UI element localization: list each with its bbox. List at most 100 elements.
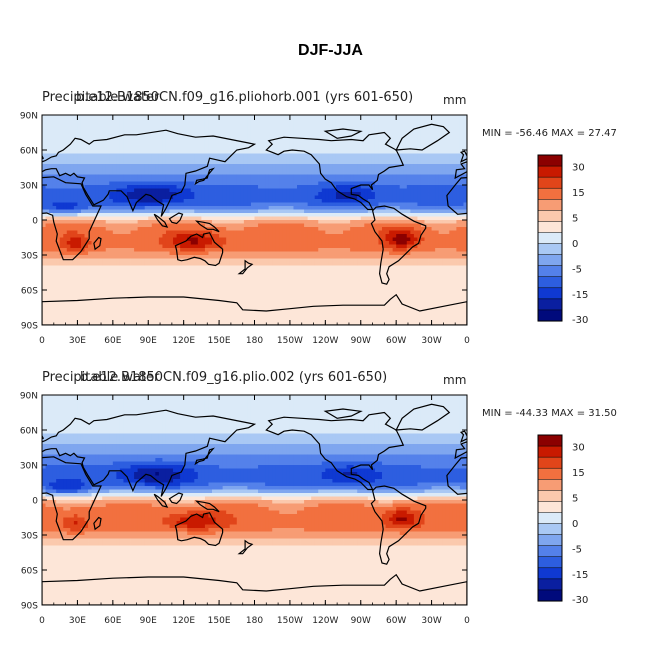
contour-cell — [289, 199, 294, 203]
contour-cell — [268, 132, 273, 137]
contour-cell — [84, 171, 89, 175]
contour-cell — [180, 244, 185, 249]
contour-cell — [403, 206, 408, 210]
contour-cell — [435, 199, 440, 203]
contour-cell — [364, 202, 369, 207]
contour-cell — [176, 237, 181, 242]
contour-cell — [95, 171, 100, 175]
contour-cell — [219, 244, 224, 249]
contour-cell — [222, 241, 227, 245]
contour-cell — [70, 209, 75, 214]
contour-cell — [137, 188, 142, 193]
contour-cell — [413, 192, 418, 196]
contour-cell — [119, 188, 124, 193]
contour-cell — [194, 167, 199, 172]
contour-cell — [77, 202, 82, 207]
contour-cell — [243, 202, 248, 207]
contour-cell — [399, 118, 404, 123]
contour-cell — [417, 244, 422, 249]
contour-cell — [371, 248, 376, 252]
contour-cell — [399, 244, 404, 249]
contour-cell — [148, 234, 153, 238]
contour-cell — [105, 118, 110, 123]
contour-cell — [371, 216, 376, 221]
contour-cell — [343, 150, 347, 154]
contour-cell — [293, 171, 298, 175]
contour-cell — [463, 227, 467, 231]
contour-cell — [406, 153, 411, 158]
contour-cell — [212, 206, 216, 210]
contour-cell — [63, 139, 68, 144]
contour-cell — [378, 136, 383, 140]
contour-cell — [343, 143, 347, 147]
contour-cell — [98, 174, 103, 179]
contour-cell — [212, 167, 216, 172]
contour-cell — [173, 118, 177, 123]
contour-cell — [236, 234, 241, 238]
contour-cell — [371, 255, 376, 259]
contour-cell — [265, 174, 270, 179]
contour-cell — [332, 195, 337, 200]
contour-cell — [63, 115, 68, 119]
contour-cell — [293, 185, 298, 189]
contour-cell — [141, 164, 146, 168]
contour-cell — [339, 195, 344, 200]
contour-cell — [382, 227, 386, 231]
contour-cell — [229, 143, 234, 147]
contour-cell — [367, 122, 372, 126]
contour-cell — [243, 129, 248, 133]
contour-cell — [272, 209, 277, 214]
contour-cell — [268, 213, 273, 217]
contour-cell — [105, 188, 110, 193]
contour-cell — [399, 223, 404, 228]
contour-cell — [413, 181, 418, 186]
contour-cell — [240, 143, 245, 147]
contour-cell — [431, 202, 436, 207]
contour-cell — [243, 143, 248, 147]
contour-cell — [208, 199, 213, 203]
contour-cell — [204, 237, 209, 242]
contour-cell — [45, 188, 50, 193]
contour-cell — [275, 192, 280, 196]
contour-cell — [212, 139, 216, 144]
contour-cell — [420, 174, 425, 179]
contour-cell — [158, 213, 163, 217]
contour-cell — [233, 185, 238, 189]
contour-cell — [155, 220, 160, 224]
contour-cell — [130, 178, 135, 182]
contour-cell — [109, 157, 114, 161]
contour-cell — [119, 178, 124, 182]
contour-cell — [98, 248, 103, 252]
contour-cell — [261, 157, 266, 161]
contour-cell — [371, 174, 376, 179]
contour-cell — [130, 153, 135, 158]
contour-cell — [272, 237, 277, 242]
contour-cell — [70, 237, 75, 242]
contour-cell — [442, 234, 447, 238]
contour-cell — [382, 178, 386, 182]
contour-cell — [190, 223, 195, 228]
contour-cell — [452, 143, 457, 147]
contour-cell — [56, 129, 61, 133]
contour-cell — [325, 125, 330, 130]
contour-cell — [134, 157, 139, 161]
contour-cell — [45, 146, 50, 151]
contour-cell — [98, 153, 103, 158]
contour-cell — [254, 209, 259, 214]
contour-cell — [134, 227, 139, 231]
contour-cell — [413, 125, 418, 130]
contour-cell — [435, 150, 440, 154]
contour-cell — [243, 220, 248, 224]
contour-cell — [275, 199, 280, 203]
contour-cell — [155, 164, 160, 168]
contour-cell — [215, 181, 220, 186]
contour-cell — [194, 234, 199, 238]
contour-cell — [162, 115, 167, 119]
contour-cell — [233, 199, 238, 203]
contour-cell — [343, 178, 347, 182]
contour-cell — [346, 153, 351, 158]
contour-cell — [158, 118, 163, 123]
contour-cell — [127, 143, 131, 147]
contour-cell — [371, 167, 376, 172]
contour-cell — [134, 118, 139, 123]
